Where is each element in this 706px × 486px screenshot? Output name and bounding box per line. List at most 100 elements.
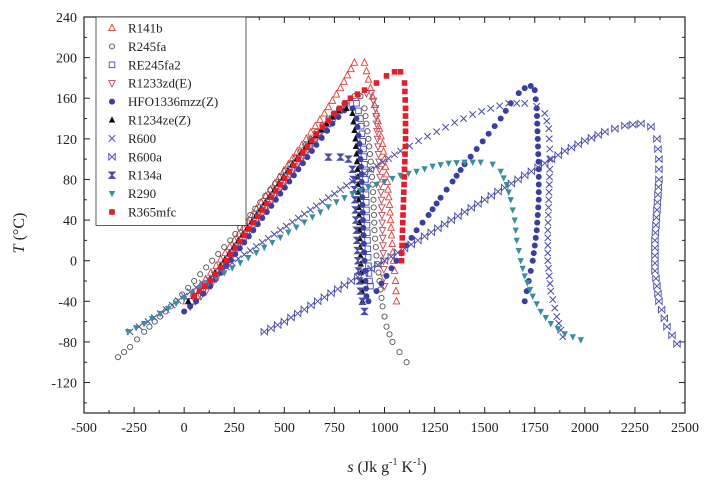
data-point bbox=[354, 267, 363, 275]
data-point bbox=[288, 218, 296, 226]
data-point bbox=[507, 100, 514, 107]
data-point bbox=[535, 204, 542, 211]
data-point bbox=[415, 137, 423, 145]
data-point bbox=[372, 108, 381, 117]
data-point bbox=[196, 288, 203, 294]
data-point bbox=[324, 127, 331, 134]
data-point bbox=[389, 175, 396, 183]
data-point bbox=[365, 184, 372, 192]
data-point bbox=[295, 156, 302, 162]
data-point bbox=[356, 287, 365, 295]
data-point bbox=[360, 307, 369, 316]
data-point bbox=[474, 199, 482, 209]
data-point bbox=[221, 244, 228, 251]
data-point bbox=[260, 327, 268, 337]
data-point bbox=[340, 280, 349, 290]
data-point bbox=[375, 166, 384, 175]
data-point bbox=[359, 217, 366, 224]
data-point bbox=[399, 242, 405, 249]
data-point bbox=[497, 168, 504, 176]
data-point bbox=[469, 110, 477, 119]
data-point bbox=[375, 123, 384, 132]
data-point bbox=[529, 257, 536, 264]
data-point bbox=[500, 175, 507, 182]
data-point bbox=[527, 267, 534, 274]
data-point bbox=[172, 300, 180, 308]
data-point bbox=[290, 172, 297, 179]
data-point bbox=[330, 190, 338, 198]
data-point bbox=[121, 349, 128, 356]
data-point bbox=[361, 257, 368, 264]
data-point bbox=[387, 222, 395, 231]
data-point bbox=[384, 154, 393, 163]
data-point bbox=[245, 233, 252, 240]
data-point bbox=[294, 214, 302, 222]
data-point bbox=[293, 224, 300, 231]
data-point bbox=[569, 334, 577, 341]
data-point bbox=[388, 265, 395, 272]
data-point bbox=[309, 214, 316, 221]
data-point bbox=[237, 260, 244, 267]
data-point bbox=[357, 188, 364, 195]
data-point bbox=[349, 105, 356, 112]
data-point bbox=[319, 124, 326, 130]
data-point bbox=[543, 117, 551, 125]
data-point bbox=[115, 354, 122, 361]
data-point bbox=[402, 151, 408, 157]
data-point bbox=[413, 168, 420, 176]
data-point bbox=[523, 288, 530, 295]
data-point bbox=[365, 298, 372, 305]
legend-label: R141b bbox=[128, 21, 163, 36]
series-hfo1336mzz-z- bbox=[181, 83, 542, 315]
data-point bbox=[223, 257, 230, 264]
data-point bbox=[309, 137, 315, 143]
data-point bbox=[397, 69, 404, 75]
data-point bbox=[225, 241, 234, 250]
data-point bbox=[652, 220, 660, 230]
y-tick-label: -80 bbox=[58, 336, 77, 351]
data-point bbox=[286, 178, 293, 185]
data-point bbox=[545, 188, 553, 196]
y-tick-label: 160 bbox=[56, 92, 77, 107]
data-point bbox=[364, 128, 371, 135]
data-point bbox=[361, 249, 368, 256]
data-point bbox=[241, 232, 248, 239]
data-point bbox=[524, 280, 531, 287]
x-tick-label: 0 bbox=[181, 421, 188, 436]
data-point bbox=[124, 329, 132, 336]
data-point bbox=[312, 202, 320, 210]
data-point bbox=[429, 206, 436, 213]
data-point bbox=[306, 127, 315, 136]
legend-marker bbox=[108, 80, 116, 89]
data-point bbox=[350, 57, 359, 66]
data-point bbox=[453, 160, 460, 167]
data-point bbox=[392, 296, 401, 305]
data-point bbox=[654, 144, 662, 154]
data-point bbox=[357, 156, 364, 163]
data-point bbox=[461, 159, 468, 166]
data-point bbox=[384, 192, 393, 201]
data-point bbox=[360, 224, 367, 231]
x-tick-label: -250 bbox=[121, 421, 147, 436]
data-point bbox=[561, 331, 568, 338]
data-point bbox=[399, 219, 406, 226]
data-point bbox=[390, 151, 399, 159]
data-point bbox=[141, 328, 148, 335]
legend-item: R1234ze(Z) bbox=[108, 113, 191, 128]
data-point bbox=[351, 126, 358, 133]
legend-marker bbox=[108, 152, 116, 162]
data-point bbox=[535, 151, 542, 158]
legend-label: R1233zd(E) bbox=[128, 76, 192, 91]
data-point bbox=[402, 143, 409, 150]
data-point bbox=[367, 282, 374, 290]
data-point bbox=[376, 173, 384, 182]
data-point bbox=[653, 281, 661, 291]
data-point bbox=[402, 120, 409, 127]
data-point bbox=[306, 206, 314, 214]
data-point bbox=[668, 331, 676, 340]
data-point bbox=[442, 123, 450, 131]
data-point bbox=[511, 217, 518, 224]
data-point bbox=[655, 154, 663, 164]
data-point bbox=[660, 313, 668, 323]
